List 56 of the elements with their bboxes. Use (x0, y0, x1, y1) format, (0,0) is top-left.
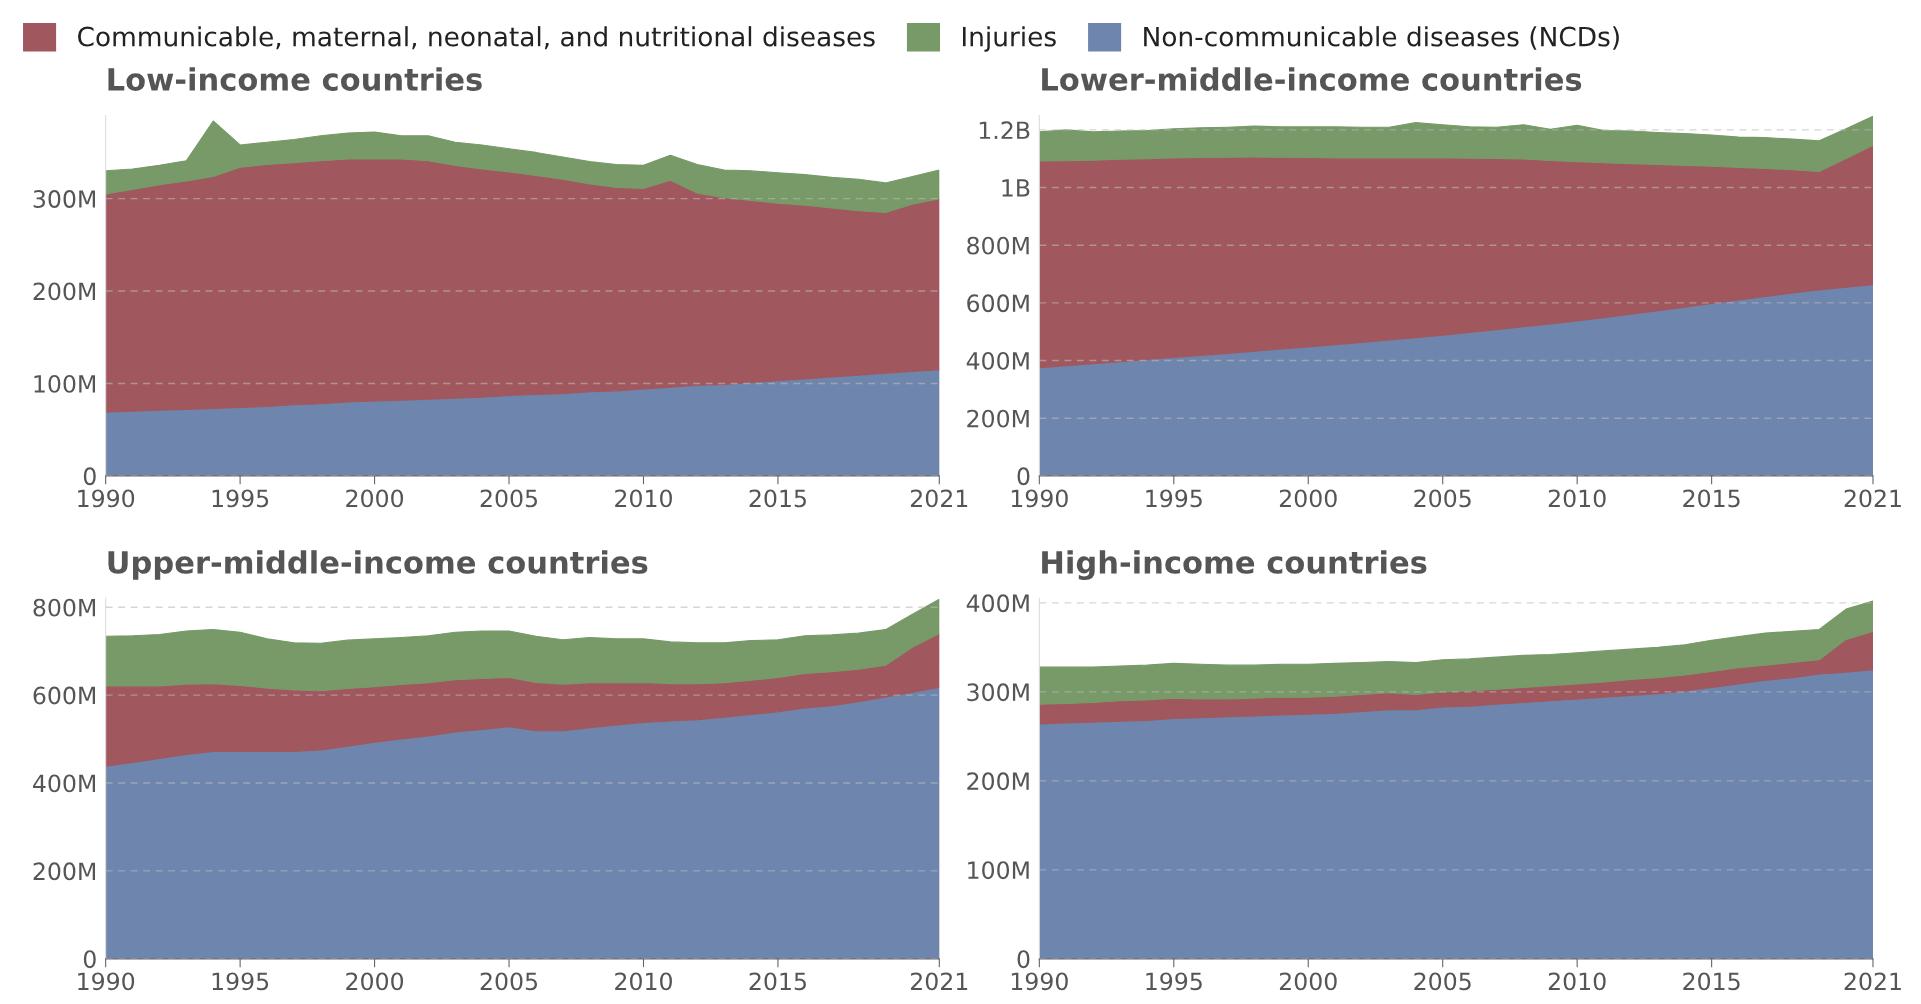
x-tick-label: 2021 (1844, 489, 1901, 508)
legend-label: Injuries (962, 26, 1056, 52)
x-tick-label: 2015 (1683, 489, 1740, 508)
y-tick-label: 100M (968, 861, 1029, 880)
x-tick-label: 2010 (1548, 489, 1606, 508)
y-tick-label: 1.2B (979, 121, 1030, 139)
x-tick-label: 1995 (212, 972, 269, 991)
x-tick-label: 2021 (910, 489, 968, 508)
y-tick-label: 200M (967, 409, 1029, 428)
legend-label: Non-communicable diseases (NCDs) (1144, 26, 1619, 50)
x-tick-label: 2015 (1683, 972, 1740, 991)
x-tick-label: 2000 (346, 972, 404, 991)
x-tick-label: 1995 (1146, 972, 1202, 991)
y-tick-label: 300M (33, 190, 96, 208)
x-tick-label: 2005 (1414, 972, 1471, 991)
y-tick-label: 200M (33, 862, 96, 881)
y-tick-label: 200M (33, 282, 96, 301)
x-tick-label: 1995 (1146, 489, 1202, 508)
y-tick-label: 800M (967, 236, 1029, 255)
y-tick-label: 0 (83, 467, 96, 486)
y-tick-label: 400M (966, 594, 1029, 613)
x-tick-label: 2005 (1414, 489, 1471, 508)
x-tick-label: 1990 (78, 489, 135, 508)
chart-title: Lower-middle-income countries (1042, 67, 1582, 91)
x-tick-label: 1990 (78, 972, 135, 991)
y-tick-label: 600M (967, 294, 1029, 313)
x-tick-label: 2010 (615, 489, 672, 508)
x-tick-label: 1995 (212, 489, 269, 508)
y-tick-label: 600M (33, 686, 96, 705)
chart-title: Upper-middle-income countries (108, 550, 648, 580)
y-tick-label: 200M (967, 772, 1029, 791)
chart-title: Low-income countries (108, 67, 482, 91)
y-tick-label: 0 (83, 950, 96, 969)
y-tick-label: 100M (34, 374, 96, 393)
y-tick-label: 400M (33, 774, 96, 793)
chart-title: High-income countries (1042, 550, 1427, 580)
x-tick-label: 2021 (1844, 972, 1901, 991)
x-tick-label: 2021 (910, 972, 968, 991)
y-tick-label: 0 (1017, 467, 1030, 486)
x-tick-label: 2000 (346, 489, 404, 508)
legend-label: Communicable, maternal, neonatal, and nutritional diseases (78, 26, 875, 50)
x-tick-label: 2010 (615, 972, 672, 991)
x-tick-label: 1990 (1011, 489, 1068, 508)
x-tick-label: 1990 (1011, 972, 1068, 991)
x-tick-label: 2010 (1548, 972, 1606, 991)
x-tick-label: 2000 (1279, 489, 1337, 508)
x-tick-label: 2015 (749, 489, 806, 508)
y-tick-label: 0 (1017, 950, 1030, 969)
x-tick-label: 2015 (749, 972, 806, 991)
y-tick-label: 400M (966, 351, 1029, 370)
x-tick-label: 2005 (480, 489, 538, 508)
y-tick-label: 300M (967, 683, 1029, 702)
y-tick-label: 800M (33, 598, 96, 617)
x-tick-label: 2005 (480, 972, 538, 991)
x-tick-label: 2000 (1279, 972, 1337, 991)
y-tick-label: 1B (1002, 179, 1030, 197)
